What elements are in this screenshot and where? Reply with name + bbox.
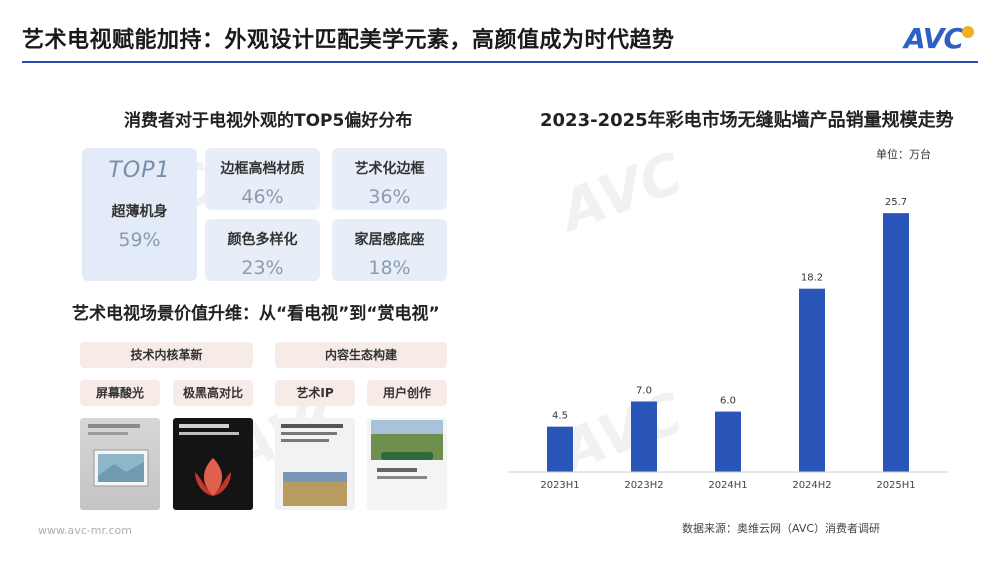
preference-label: 家居感底座	[354, 232, 425, 248]
preference-value: 36%	[368, 186, 411, 208]
x-tick-2023H1: 2023H1	[540, 480, 579, 491]
landscape-icon	[371, 420, 443, 479]
preference-label: 颜色多样化	[227, 232, 298, 248]
scene-feature: 用户创作	[367, 380, 447, 406]
preference-label: 艺术化边框	[354, 161, 425, 177]
tv-frame-icon	[88, 424, 149, 487]
data-label-2023H1: 4.5	[552, 411, 568, 422]
top1-label: 超薄机身	[111, 204, 168, 220]
scene-feature: 屏幕酸光	[80, 380, 160, 406]
top1-value: 59%	[118, 229, 161, 251]
bar-chart: 4.5 2023H1 7.0 2023H2 6.0 2024H1 18.2 2024H2 25.…	[508, 197, 948, 491]
product-photo-screen	[80, 418, 160, 510]
data-label-2023H2: 7.0	[636, 386, 652, 397]
bar-2023H1	[547, 426, 573, 472]
x-tick-2024H2: 2024H2	[792, 480, 831, 491]
bar-2024H1	[715, 411, 741, 472]
preference-tile: 边框高档材质 46%	[205, 148, 320, 210]
preference-tile: 家居感底座 18%	[332, 219, 447, 281]
preference-section-title: 消费者对于电视外观的TOP5偏好分布	[124, 111, 413, 131]
bar-2024H2	[799, 288, 825, 472]
preference-tile: 颜色多样化 23%	[205, 219, 320, 281]
x-tick-2024H1: 2024H1	[708, 480, 747, 491]
scene-feature: 极黑高对比	[173, 380, 253, 406]
chart-title: 2023-2025年彩电市场无缝贴墙产品销量规模走势	[540, 110, 954, 131]
page-title: 艺术电视赋能加持：外观设计匹配美学元素，高颜值成为时代趋势	[22, 28, 675, 53]
logo-dot-icon	[962, 25, 974, 38]
preference-value: 18%	[368, 257, 411, 279]
scene-group-content: 内容生态构建	[275, 342, 447, 368]
bar-2025H1	[883, 213, 909, 472]
bar-2023H2	[631, 401, 657, 472]
x-tick-2025H1: 2025H1	[876, 480, 915, 491]
data-label-2025H1: 25.7	[885, 197, 907, 208]
top1-tile: TOP1 超薄机身 59%	[82, 148, 197, 281]
x-tick-2023H2: 2023H2	[624, 480, 663, 491]
data-source: 数据来源：奥维云网（AVC）消费者调研	[682, 522, 881, 535]
artwork-icon	[281, 424, 347, 506]
user-creation-photo	[367, 418, 447, 510]
product-photo-contrast	[173, 418, 253, 510]
scene-feature: 艺术IP	[275, 380, 355, 406]
logo-text: AVC	[904, 22, 964, 55]
preference-value: 46%	[241, 186, 284, 208]
scene-section-title: 艺术电视场景价值升维：从“看电视”到“赏电视”	[72, 304, 440, 324]
avc-logo: AVC	[904, 22, 974, 55]
top1-rank: TOP1	[108, 158, 171, 183]
header-divider	[22, 61, 978, 63]
data-label-2024H2: 18.2	[801, 273, 823, 284]
preference-label: 边框高档材质	[220, 161, 305, 177]
preference-tile: 艺术化边框 36%	[332, 148, 447, 210]
bar-group: 4.5 2023H1 7.0 2023H2 6.0 2024H1 18.2 2024H2 25.…	[540, 197, 915, 491]
art-ip-photo	[275, 418, 355, 510]
data-label-2024H1: 6.0	[720, 396, 736, 407]
scene-group-tech: 技术内核革新	[80, 342, 253, 368]
preference-value: 23%	[241, 257, 284, 279]
unit-label: 单位：万台	[876, 148, 931, 161]
website-footer: www.avc-mr.com	[38, 524, 132, 537]
lotus-flower-icon	[179, 424, 239, 496]
